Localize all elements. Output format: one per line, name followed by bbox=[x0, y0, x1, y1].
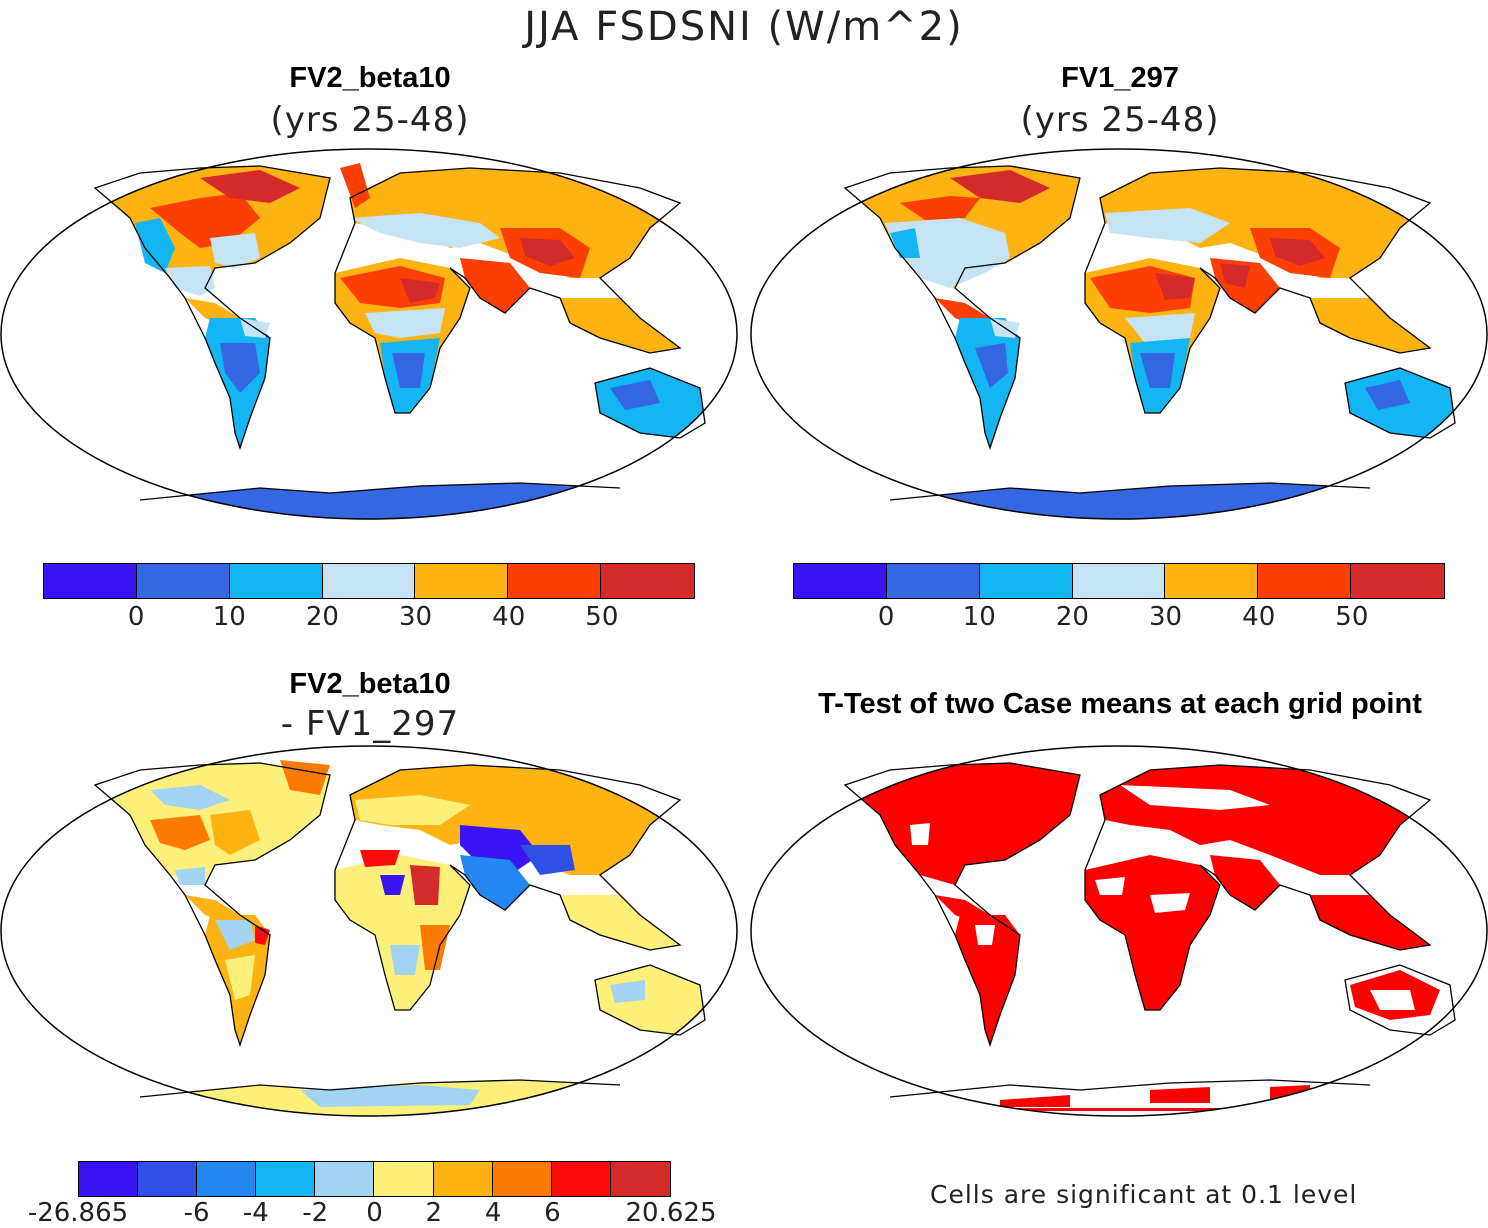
colorbar-difference-tick-label: 0 bbox=[366, 1198, 383, 1228]
colorbar-difference bbox=[78, 1161, 671, 1197]
map-fv1-297 bbox=[750, 148, 1488, 520]
colorbar-panel1-tick-label: 10 bbox=[212, 602, 246, 632]
colorbar-panel1-tick-label: 20 bbox=[305, 602, 339, 632]
colorbar-difference-swatch bbox=[374, 1162, 434, 1196]
map-difference bbox=[0, 745, 738, 1117]
colorbar-difference-swatch bbox=[492, 1162, 552, 1196]
panel3-subtitle: - FV1_297 bbox=[280, 704, 460, 744]
colorbar-difference-tick-label: 2 bbox=[425, 1198, 443, 1228]
colorbar-difference-tick-label: 20.625 bbox=[625, 1198, 717, 1228]
colorbar-panel2-tick-label: 0 bbox=[877, 602, 895, 632]
colorbar-panel2-swatch bbox=[1351, 564, 1444, 598]
colorbar-panel1-swatch bbox=[136, 564, 230, 598]
colorbar-difference-tick-label: 6 bbox=[544, 1198, 561, 1228]
colorbar-panel1-swatch bbox=[44, 564, 137, 598]
colorbar-panel2-labels: 0 10 20 30 40 50 bbox=[793, 602, 1445, 636]
colorbar-panel1-tick-label: 40 bbox=[492, 602, 526, 632]
colorbar-difference-swatch bbox=[197, 1162, 257, 1196]
colorbar-panel2-tick-label: 40 bbox=[1242, 602, 1276, 632]
colorbar-difference-swatch bbox=[79, 1162, 139, 1196]
colorbar-panel1-swatch bbox=[601, 564, 694, 598]
map-ttest bbox=[750, 745, 1488, 1117]
colorbar-difference-swatch bbox=[551, 1162, 611, 1196]
colorbar-difference-swatch bbox=[315, 1162, 375, 1196]
colorbar-panel1-swatch bbox=[322, 564, 416, 598]
colorbar-panel1 bbox=[43, 563, 695, 599]
colorbar-panel1-tick-label: 30 bbox=[399, 602, 433, 632]
colorbar-panel2-swatch bbox=[1258, 564, 1352, 598]
colorbar-panel1-labels: 0 10 20 30 40 50 bbox=[43, 602, 695, 636]
figure-title: JJA FSDSNI (W/m^2) bbox=[524, 4, 964, 50]
colorbar-panel1-swatch bbox=[508, 564, 602, 598]
colorbar-panel1-tick-label: 0 bbox=[127, 602, 145, 632]
colorbar-panel2 bbox=[793, 563, 1445, 599]
panel3-title: FV2_beta10 bbox=[289, 668, 451, 700]
colorbar-difference-swatch bbox=[433, 1162, 493, 1196]
colorbar-difference-swatch bbox=[256, 1162, 316, 1196]
panel2-title: FV1_297 bbox=[1061, 62, 1179, 94]
colorbar-panel2-swatch bbox=[979, 564, 1073, 598]
colorbar-difference-swatch bbox=[138, 1162, 198, 1196]
colorbar-difference-tick-label: -6 bbox=[183, 1198, 210, 1228]
colorbar-difference-tick-label: 4 bbox=[484, 1198, 502, 1228]
colorbar-panel1-swatch bbox=[229, 564, 323, 598]
panel1-subtitle: (yrs 25-48) bbox=[270, 100, 470, 140]
colorbar-panel2-tick-label: 50 bbox=[1335, 602, 1369, 632]
colorbar-panel2-tick-label: 30 bbox=[1149, 602, 1183, 632]
colorbar-panel2-swatch bbox=[794, 564, 887, 598]
colorbar-panel2-tick-label: 10 bbox=[962, 602, 996, 632]
colorbar-panel1-tick-label: 50 bbox=[585, 602, 619, 632]
colorbar-panel2-swatch bbox=[886, 564, 980, 598]
colorbar-difference-swatch bbox=[610, 1162, 670, 1196]
colorbar-panel1-swatch bbox=[415, 564, 509, 598]
colorbar-difference-tick-label: -2 bbox=[302, 1198, 329, 1228]
colorbar-difference-tick-label: -4 bbox=[242, 1198, 269, 1228]
colorbar-panel2-swatch bbox=[1072, 564, 1166, 598]
ttest-footnote: Cells are significant at 0.1 level bbox=[930, 1180, 1358, 1209]
colorbar-difference-labels: -26.865 -6 -4 -2 0 2 4 6 20.625 bbox=[28, 1198, 717, 1228]
panel4-title: T-Test of two Case means at each grid po… bbox=[818, 688, 1422, 720]
map-fv2-beta10 bbox=[0, 148, 738, 520]
colorbar-panel2-tick-label: 20 bbox=[1055, 602, 1089, 632]
panel1-title: FV2_beta10 bbox=[289, 62, 451, 94]
colorbar-difference-tick-label: -26.865 bbox=[27, 1198, 129, 1228]
colorbar-panel2-swatch bbox=[1165, 564, 1259, 598]
panel2-subtitle: (yrs 25-48) bbox=[1020, 100, 1220, 140]
